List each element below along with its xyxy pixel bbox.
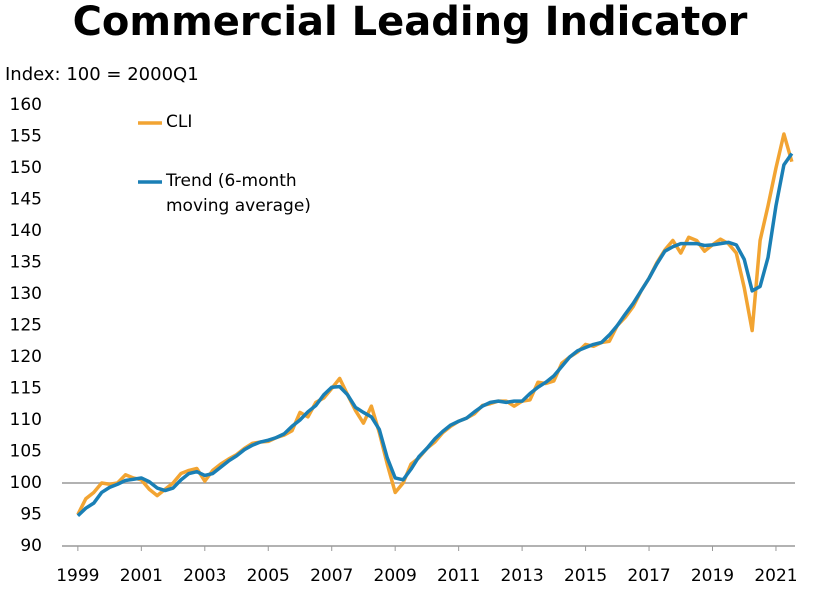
chart-title: Commercial Leading Indicator <box>73 0 748 45</box>
y-tick-label: 115 <box>10 379 42 399</box>
y-tick-label: 125 <box>10 316 42 336</box>
y-tick-label: 90 <box>20 536 42 556</box>
x-tick-label: 1999 <box>56 566 99 586</box>
series-line <box>76 152 794 518</box>
legend-label: CLI <box>166 112 193 132</box>
y-tick-label: 110 <box>10 410 42 430</box>
series-line <box>76 132 794 516</box>
y-tick-label: 130 <box>10 284 42 304</box>
y-tick-label: 120 <box>10 347 42 367</box>
x-tick-label: 2007 <box>310 566 353 586</box>
x-tick-label: 2009 <box>374 566 417 586</box>
x-tick-label: 2001 <box>120 566 163 586</box>
y-tick-label: 95 <box>20 505 42 525</box>
y-tick-label: 155 <box>10 127 42 147</box>
x-tick-label: 2005 <box>247 566 290 586</box>
x-tick-label: 2013 <box>500 566 543 586</box>
x-tick-label: 2011 <box>437 566 480 586</box>
y-tick-label: 160 <box>10 95 42 115</box>
y-tick-label: 150 <box>10 158 42 178</box>
x-tick-label: 2017 <box>627 566 670 586</box>
y-tick-label: 105 <box>10 442 42 462</box>
y-tick-label: 100 <box>10 473 42 493</box>
x-tick-label: 2019 <box>691 566 734 586</box>
y-tick-label: 140 <box>10 221 42 241</box>
y-axis-label: Index: 100 = 2000Q1 <box>5 64 199 85</box>
y-tick-label: 145 <box>10 190 42 210</box>
x-tick-label: 2021 <box>754 566 797 586</box>
y-tick-label: 135 <box>10 253 42 273</box>
legend-label: Trend (6-month moving average) <box>166 171 311 216</box>
x-tick-label: 2003 <box>183 566 226 586</box>
x-tick-label: 2015 <box>564 566 607 586</box>
